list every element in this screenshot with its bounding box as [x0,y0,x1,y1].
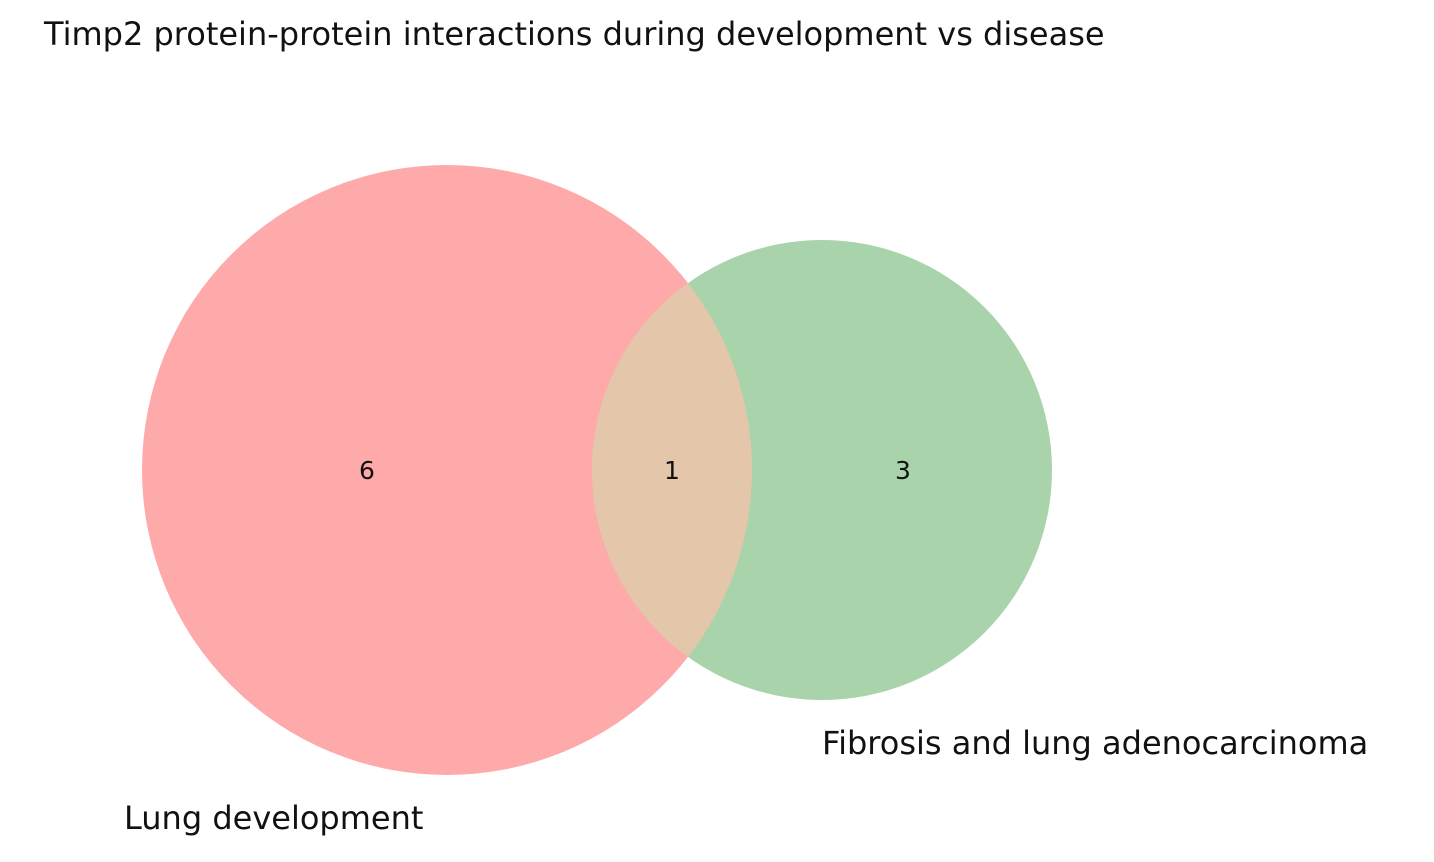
set-b-label: Fibrosis and lung adenocarcinoma [822,724,1368,762]
set-a-circle [142,165,752,775]
intersection-region [592,240,752,700]
set-b-only-count: 3 [895,456,911,485]
diagram-title: Timp2 protein-protein interactions durin… [43,15,1105,53]
intersection-count: 1 [664,456,680,485]
set-a-only-count: 6 [359,456,375,485]
set-a-label: Lung development [124,799,423,837]
